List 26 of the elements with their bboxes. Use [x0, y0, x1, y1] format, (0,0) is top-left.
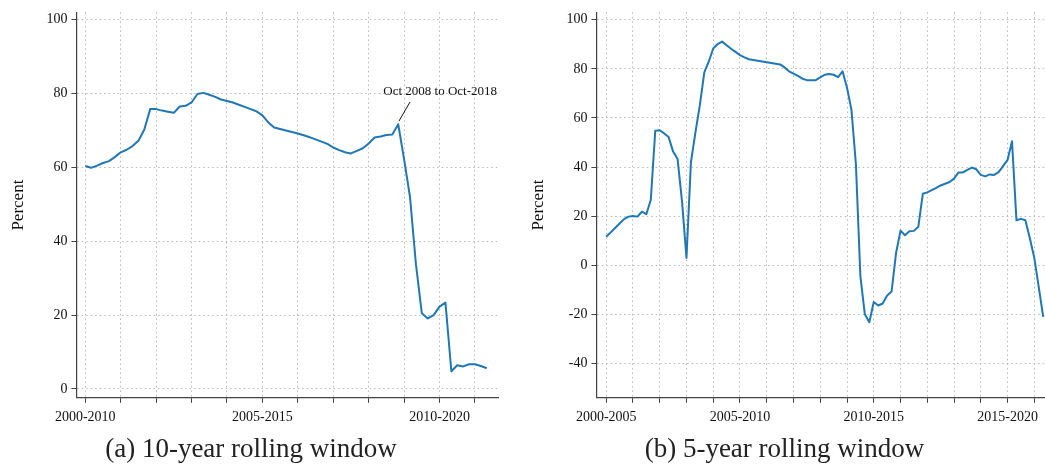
y-tick-label: 40 [53, 232, 68, 248]
y-tick-label: -40 [568, 355, 588, 371]
x-tick-label: 2010-2020 [409, 408, 470, 424]
y-tick-label: -20 [568, 306, 588, 322]
text: (b) 5-year rolling window [644, 432, 925, 463]
y-tick-label: 80 [53, 85, 68, 101]
y-tick-label: 60 [573, 109, 588, 125]
y-tick-label: 100 [566, 11, 588, 27]
y-tick-label: 0 [60, 380, 68, 396]
y-axis-title: Percent [7, 179, 27, 231]
y-axis-title: Percent [527, 179, 547, 231]
x-tick-label: 2010-2015 [843, 408, 905, 424]
y-tick-label: 40 [573, 158, 588, 174]
y-tick-label: 100 [46, 11, 68, 27]
x-tick-label: 2005-2010 [709, 408, 771, 424]
annotation: Oct 2008 to Oct-2018 [383, 83, 497, 98]
x-tick-label: 2015-2020 [977, 408, 1038, 424]
y-tick-label: 80 [573, 60, 588, 76]
y-tick-label: 20 [573, 207, 588, 223]
y-tick-label: 20 [53, 306, 68, 322]
y-tick-label: 60 [53, 159, 68, 175]
x-tick-label: 2005-2015 [232, 408, 293, 424]
y-tick-label: 0 [580, 256, 588, 272]
x-tick-label: 2000-2010 [54, 408, 116, 424]
x-tick-label: 2000-2005 [575, 408, 637, 424]
text: (a) 10-year rolling window [105, 432, 398, 463]
